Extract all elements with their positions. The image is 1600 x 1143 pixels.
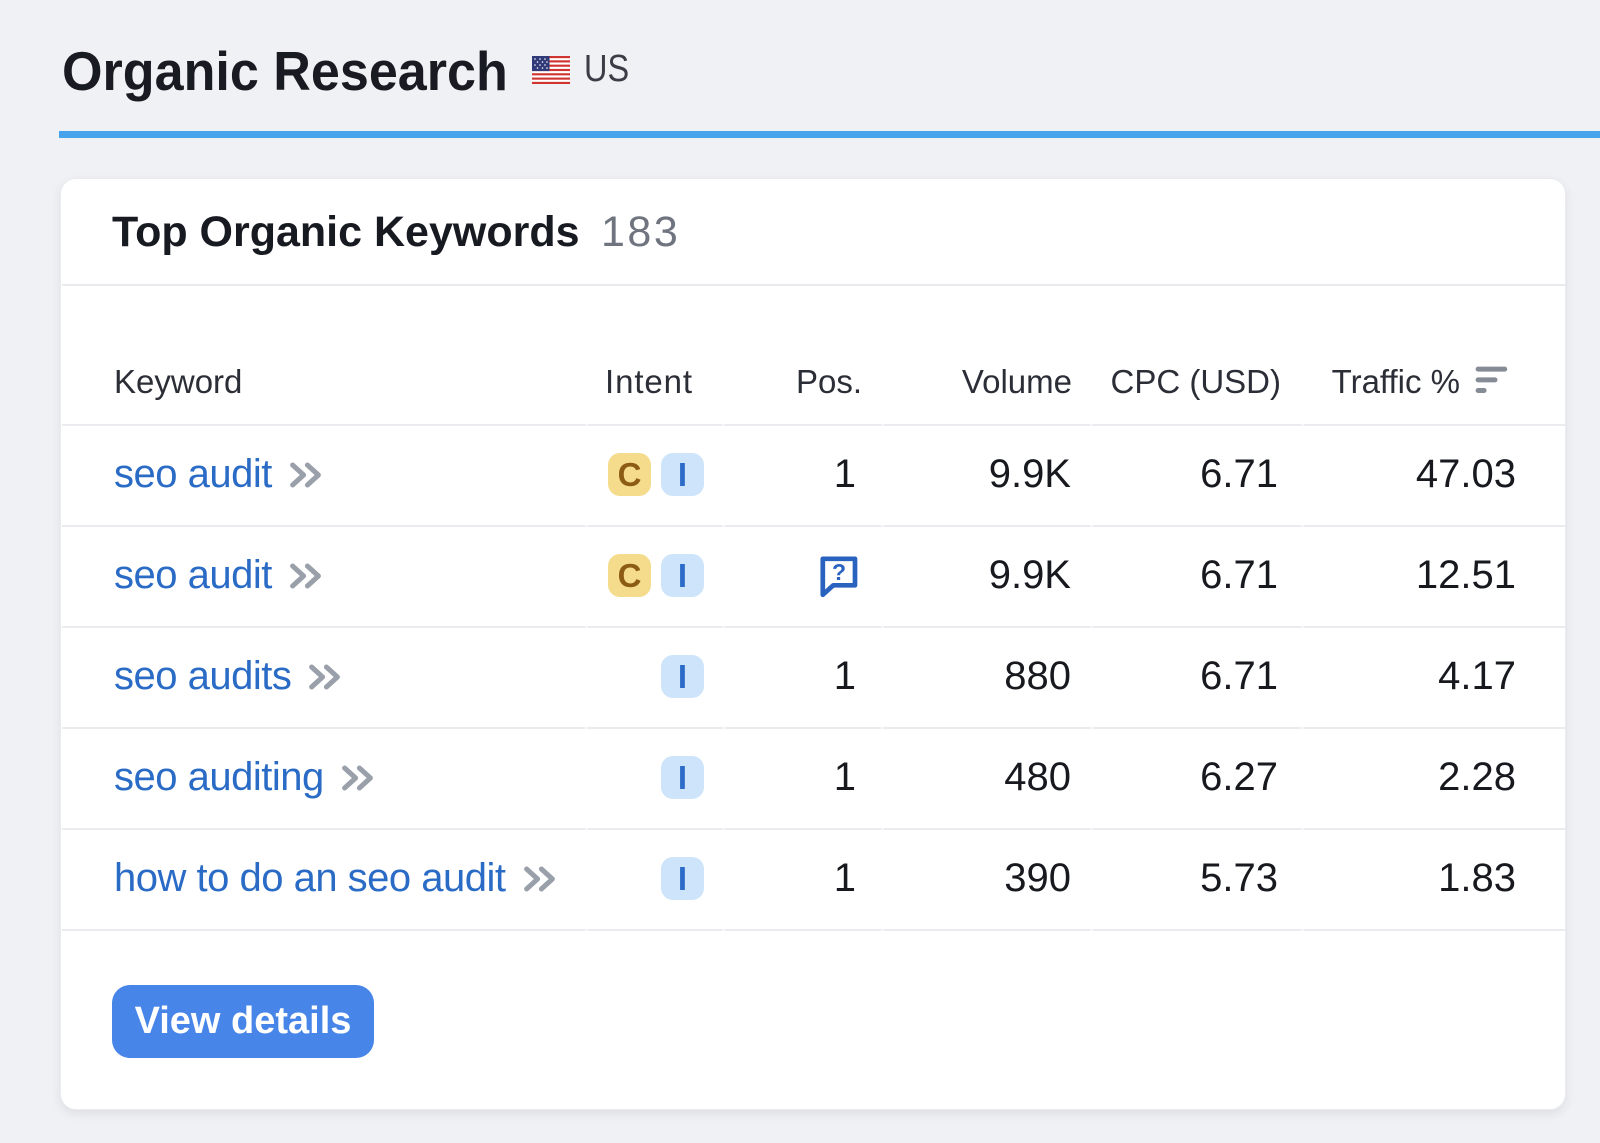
svg-text:?: ? (832, 559, 846, 585)
